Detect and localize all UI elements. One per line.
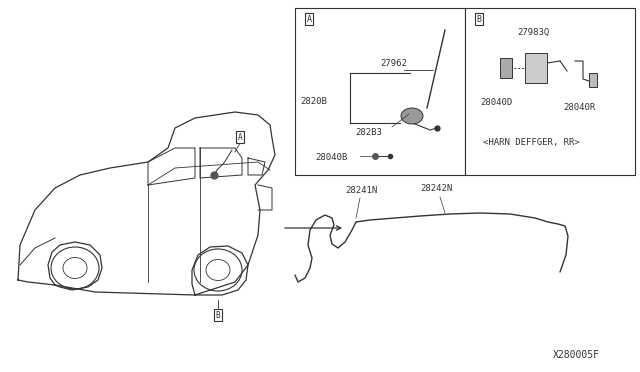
Text: <HARN DEFFGER, RR>: <HARN DEFFGER, RR> (483, 138, 580, 147)
Text: 27983Q: 27983Q (517, 28, 549, 37)
Text: B: B (477, 15, 481, 23)
Bar (500, 58, 512, 78)
Bar (295, 8, 465, 175)
Text: 27962: 27962 (380, 59, 407, 68)
Text: A: A (237, 132, 243, 141)
Text: 282B3: 282B3 (355, 128, 382, 137)
Text: 2820B: 2820B (300, 96, 327, 106)
Text: 28040D: 28040D (480, 98, 512, 107)
Text: 28241N: 28241N (345, 186, 377, 195)
Ellipse shape (51, 247, 99, 289)
Ellipse shape (194, 249, 242, 291)
Bar (465, 8, 635, 175)
Bar (589, 73, 597, 87)
Text: 28242N: 28242N (420, 184, 452, 193)
Ellipse shape (63, 257, 87, 279)
Bar (525, 53, 547, 83)
Ellipse shape (206, 260, 230, 280)
Text: A: A (307, 15, 312, 23)
Text: X280005F: X280005F (553, 350, 600, 360)
Text: 28040B: 28040B (315, 153, 348, 162)
Text: B: B (216, 311, 220, 320)
Text: 28040R: 28040R (563, 103, 595, 112)
Ellipse shape (401, 108, 423, 124)
